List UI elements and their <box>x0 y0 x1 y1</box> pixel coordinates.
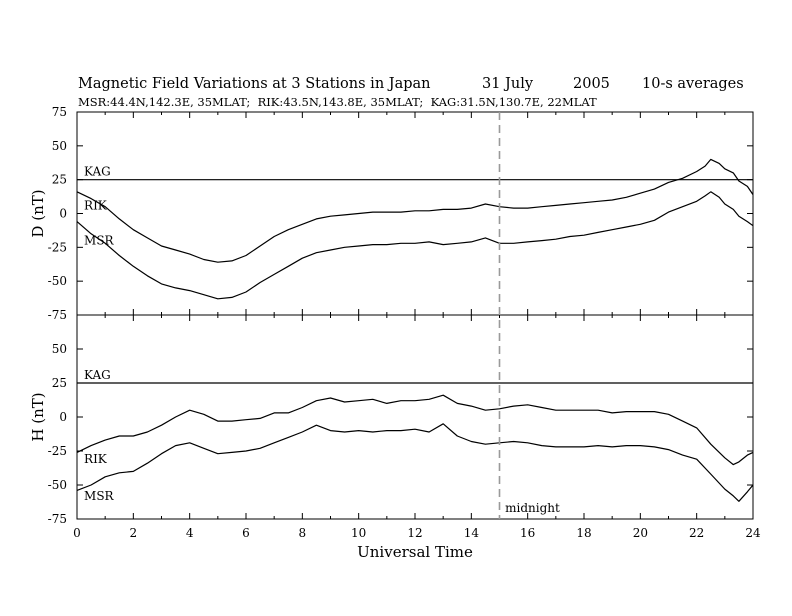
series-line-rik <box>76 158 754 263</box>
annotation-label: RIK <box>84 198 108 212</box>
annotation-label: KAG <box>84 368 111 382</box>
x-tick-label: 6 <box>242 526 250 540</box>
annotation-label: KAG <box>84 165 111 179</box>
y-tick-label: -75 <box>48 308 67 322</box>
panel-frame <box>76 314 754 520</box>
annotation-label: MSR <box>84 234 115 248</box>
panel-frame <box>76 111 754 316</box>
y-axis-label: D (nT) <box>29 189 47 237</box>
x-tick-label: 14 <box>464 526 480 540</box>
y-tick-label: 50 <box>52 342 67 356</box>
chart-year: 2005 <box>573 76 610 92</box>
x-axis-label: Universal Time <box>357 543 473 561</box>
plot-layer: 75 50 25 0 -25 -50 -75 D (nT) KAG RIK MSR 50 25 0 -25 -… <box>29 105 761 561</box>
series-line-msr <box>76 423 754 502</box>
x-tick-label: 12 <box>407 526 422 540</box>
y-tick-label: 0 <box>59 207 67 221</box>
chart-averaging: 10-s averages <box>642 76 744 92</box>
y-tick-label: -25 <box>48 240 67 254</box>
series-line-msr <box>76 191 754 300</box>
x-tick-label: 8 <box>299 526 307 540</box>
y-tick-label: -25 <box>48 444 67 458</box>
y-tick-label: 25 <box>52 376 67 390</box>
x-tick-label: 2 <box>130 526 138 540</box>
x-tick-label: 16 <box>520 526 535 540</box>
chart-stations-line: MSR:44.4N,142.3E, 35MLAT; RIK:43.5N,143.… <box>78 95 597 109</box>
chart-date: 31 July <box>482 76 534 92</box>
y-axis-label: H (nT) <box>29 392 47 441</box>
x-tick-label: 22 <box>689 526 704 540</box>
y-tick-label: -50 <box>48 478 67 492</box>
y-tick-label: 25 <box>52 173 67 187</box>
chart-title: Magnetic Field Variations at 3 Stations … <box>78 76 431 92</box>
x-tick-label: 4 <box>186 526 194 540</box>
y-tick-label: 50 <box>52 139 67 153</box>
x-tick-label: 18 <box>576 526 591 540</box>
series-line-rik <box>76 394 754 466</box>
x-tick-label: 10 <box>351 526 366 540</box>
annotation-label: MSR <box>84 489 115 503</box>
y-tick-label: 75 <box>52 105 67 119</box>
x-tick-label: 20 <box>633 526 648 540</box>
y-tick-label: 0 <box>59 410 67 424</box>
annotation-label: midnight <box>505 501 560 515</box>
panel-d: 75 50 25 0 -25 -50 -75 D (nT) KAG RIK MSR <box>29 105 754 322</box>
annotation-label: RIK <box>84 452 108 466</box>
y-tick-label: -50 <box>48 274 67 288</box>
x-tick-label: 24 <box>745 526 761 540</box>
x-tick-label: 0 <box>73 526 81 540</box>
y-tick-label: -75 <box>48 512 67 526</box>
